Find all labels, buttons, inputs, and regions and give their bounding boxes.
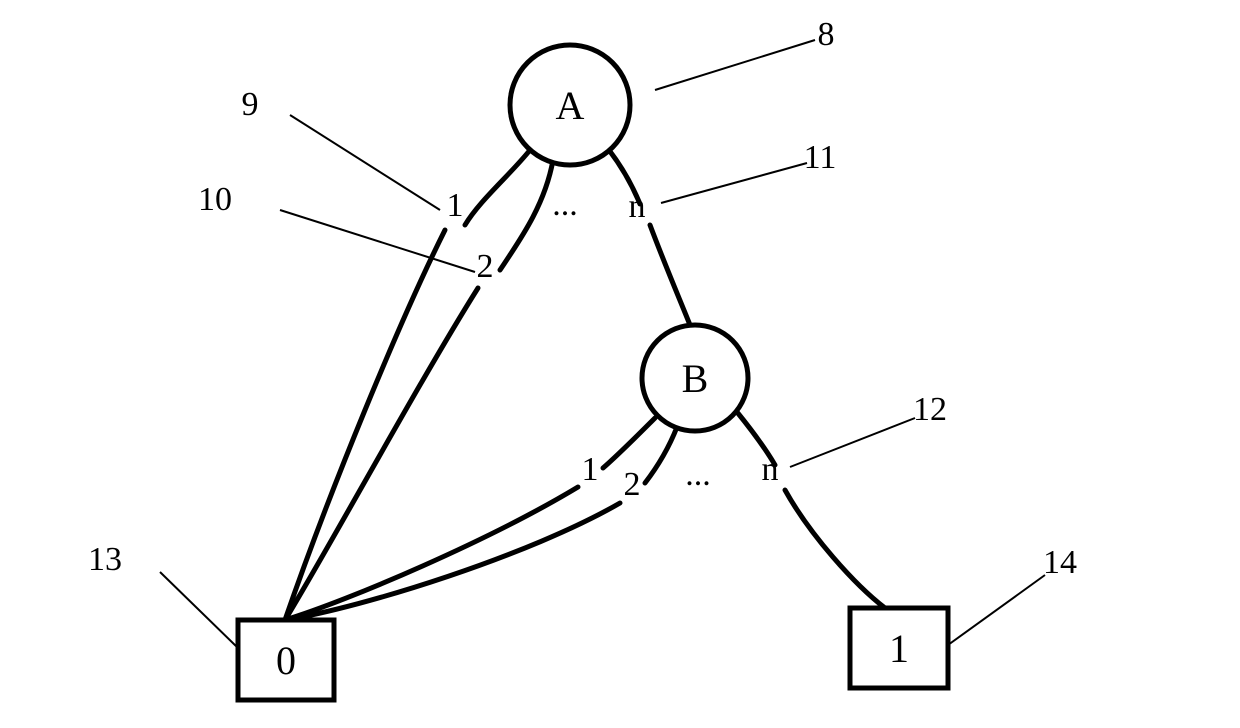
ref-num-13: 13 <box>88 541 122 578</box>
ref-num-8: 8 <box>818 16 835 53</box>
ref-leader-13 <box>160 572 238 648</box>
ref-label-12: 12 <box>790 391 947 467</box>
node-Z0: 0 <box>238 620 334 700</box>
edge-B-Z0-1 <box>285 418 655 620</box>
node-Z1-label: 1 <box>889 626 909 671</box>
edge-A-B-n <box>609 150 690 325</box>
ref-num-14: 14 <box>1043 544 1077 581</box>
branch-label-A-2: 2 <box>477 248 494 285</box>
branch-label-B-...: ... <box>685 456 711 493</box>
branch-label-B-2: 2 <box>624 466 641 503</box>
ref-label-9: 9 <box>242 86 441 210</box>
ref-label-8: 8 <box>655 16 835 90</box>
ref-leader-12 <box>790 418 915 467</box>
ref-leader-8 <box>655 40 815 90</box>
ref-leader-14 <box>948 575 1045 645</box>
node-Z0-label: 0 <box>276 638 296 683</box>
ref-num-11: 11 <box>804 139 837 176</box>
branch-label-A-...: ... <box>552 186 578 223</box>
node-A: A <box>510 45 630 165</box>
ref-leader-11 <box>661 163 807 203</box>
ref-label-13: 13 <box>88 541 238 648</box>
diagram-canvas: AB0112...n12...n891011121314 <box>0 0 1240 728</box>
ref-num-9: 9 <box>242 86 259 123</box>
ref-label-10: 10 <box>198 181 475 272</box>
ref-label-14: 14 <box>948 544 1077 645</box>
branch-label-A-n: n <box>629 188 646 225</box>
branch-label-A-1: 1 <box>447 187 464 224</box>
node-Z1: 1 <box>850 608 948 688</box>
ref-num-10: 10 <box>198 181 232 218</box>
branch-label-B-1: 1 <box>582 451 599 488</box>
ref-num-12: 12 <box>913 391 947 428</box>
node-B-label: B <box>682 356 709 401</box>
nodes-layer: A B 0 1 <box>238 45 948 700</box>
edge-A-Z0-1 <box>285 150 530 620</box>
edge-B-Z1-n <box>737 412 885 608</box>
edges-layer <box>285 150 885 620</box>
branch-label-B-n: n <box>762 451 779 488</box>
ref-leader-9 <box>290 115 440 210</box>
ref-label-11: 11 <box>661 139 836 203</box>
node-B: B <box>642 325 748 431</box>
node-A-label: A <box>556 83 585 128</box>
